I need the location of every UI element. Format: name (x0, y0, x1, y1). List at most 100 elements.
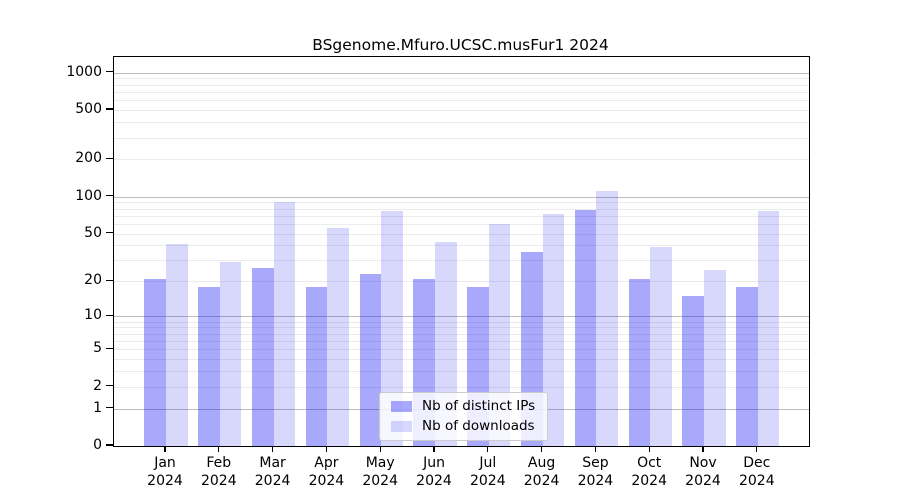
bar-ips-nov (682, 296, 704, 446)
month-label: Dec (743, 455, 771, 471)
y-tick-label: 20 (84, 272, 102, 289)
y-tick-label: 2 (93, 377, 102, 394)
legend-item-distinct-ips: Nb of distinct IPs (391, 399, 535, 414)
minor-gridline (114, 386, 809, 388)
y-tick-label: 500 (75, 101, 102, 117)
y-tick-mark (106, 195, 113, 197)
bar-downloads-aug (542, 214, 565, 446)
x-tick-label-dec: Dec 2024 (717, 454, 797, 490)
minor-gridline (114, 84, 809, 86)
x-tick-label-may: May 2024 (340, 454, 420, 490)
bar-downloads-sep (596, 190, 619, 446)
bar-downloads-oct (650, 246, 672, 446)
y-tick-label: 100 (75, 187, 102, 204)
month-label: May (365, 455, 395, 471)
minor-gridline (114, 159, 809, 161)
legend: Nb of distinct IPs Nb of downloads (379, 392, 549, 441)
minor-gridline (114, 100, 809, 102)
bar-ips-feb (198, 286, 220, 446)
bar-ips-mar (251, 267, 274, 446)
bar-ips-dec (736, 286, 758, 446)
minor-gridline (114, 223, 809, 225)
y-tick-mark (106, 279, 113, 281)
x-tick-label-jun: Jun 2024 (394, 454, 474, 490)
year-label: 2024 (738, 473, 775, 489)
x-tick-mark (379, 446, 381, 452)
bar-downloads-apr (327, 228, 350, 446)
x-tick-label-sep: Sep 2024 (555, 454, 635, 490)
bar-downloads-may (381, 210, 403, 446)
minor-gridline (114, 245, 809, 247)
year-label: 2024 (631, 473, 667, 489)
year-label: 2024 (147, 473, 183, 489)
bar-downloads-feb (219, 262, 242, 446)
x-tick-mark (541, 446, 543, 452)
bar-ips-jan (144, 278, 166, 446)
minor-gridline (114, 371, 809, 373)
year-label: 2024 (523, 473, 560, 489)
legend-swatch-downloads (391, 421, 412, 432)
minor-gridline (114, 333, 809, 335)
legend-swatch-distinct-ips (391, 401, 412, 412)
minor-gridline (114, 233, 809, 235)
x-tick-mark (272, 446, 274, 452)
x-tick-mark (487, 446, 489, 452)
y-tick-label: 1000 (66, 63, 102, 80)
x-tick-mark (218, 446, 220, 452)
year-label: 2024 (685, 473, 721, 489)
minor-gridline (114, 208, 809, 210)
y-tick-label: 0 (93, 437, 102, 453)
year-label: 2024 (416, 473, 452, 489)
x-tick-mark (433, 446, 435, 452)
y-tick-label: 1 (93, 399, 102, 416)
bar-ips-may (359, 274, 382, 446)
minor-gridline (114, 122, 809, 123)
minor-gridline (114, 110, 809, 111)
year-label: 2024 (469, 473, 506, 489)
x-tick-label-aug: Aug 2024 (502, 454, 582, 490)
bar-ips-apr (305, 286, 328, 446)
x-tick-label-oct: Oct 2024 (609, 454, 689, 490)
bar-downloads-dec (757, 211, 780, 446)
minor-gridline (114, 359, 809, 360)
x-tick-label-jul: Jul 2024 (448, 454, 528, 490)
minor-gridline (114, 215, 809, 217)
bar-ips-sep (574, 209, 597, 446)
year-label: 2024 (308, 473, 345, 489)
x-tick-mark (594, 446, 596, 452)
y-tick-mark (106, 71, 113, 73)
major-gridline (114, 72, 809, 74)
legend-label: Nb of distinct IPs (422, 398, 536, 414)
x-tick-label-mar: Mar 2024 (233, 454, 313, 490)
minor-gridline (114, 321, 809, 323)
minor-gridline (114, 202, 809, 204)
y-tick-mark (106, 231, 113, 234)
bar-downloads-jul (488, 223, 511, 446)
x-tick-mark (756, 446, 758, 452)
month-label: Sep (582, 455, 609, 471)
y-tick-mark (106, 385, 113, 387)
year-label: 2024 (362, 473, 398, 489)
year-label: 2024 (577, 473, 614, 489)
y-tick-label: 10 (84, 307, 102, 324)
legend-label: Nb of downloads (422, 418, 535, 434)
plot-area (113, 56, 810, 447)
month-label: Oct (637, 455, 662, 471)
x-tick-mark (702, 446, 704, 452)
month-label: Feb (206, 455, 232, 471)
y-tick-mark (106, 347, 113, 349)
minor-gridline (114, 281, 809, 283)
y-tick-label: 200 (75, 150, 102, 167)
month-label: Nov (689, 455, 717, 471)
minor-gridline (114, 78, 809, 80)
year-label: 2024 (254, 473, 291, 489)
x-tick-mark (648, 446, 650, 452)
minor-gridline (114, 327, 809, 329)
y-tick-mark (106, 406, 113, 409)
minor-gridline (114, 349, 809, 351)
y-tick-label: 50 (84, 224, 102, 241)
month-label: Apr (314, 455, 339, 471)
legend-item-downloads: Nb of downloads (391, 419, 535, 434)
x-tick-label-feb: Feb 2024 (179, 454, 259, 490)
